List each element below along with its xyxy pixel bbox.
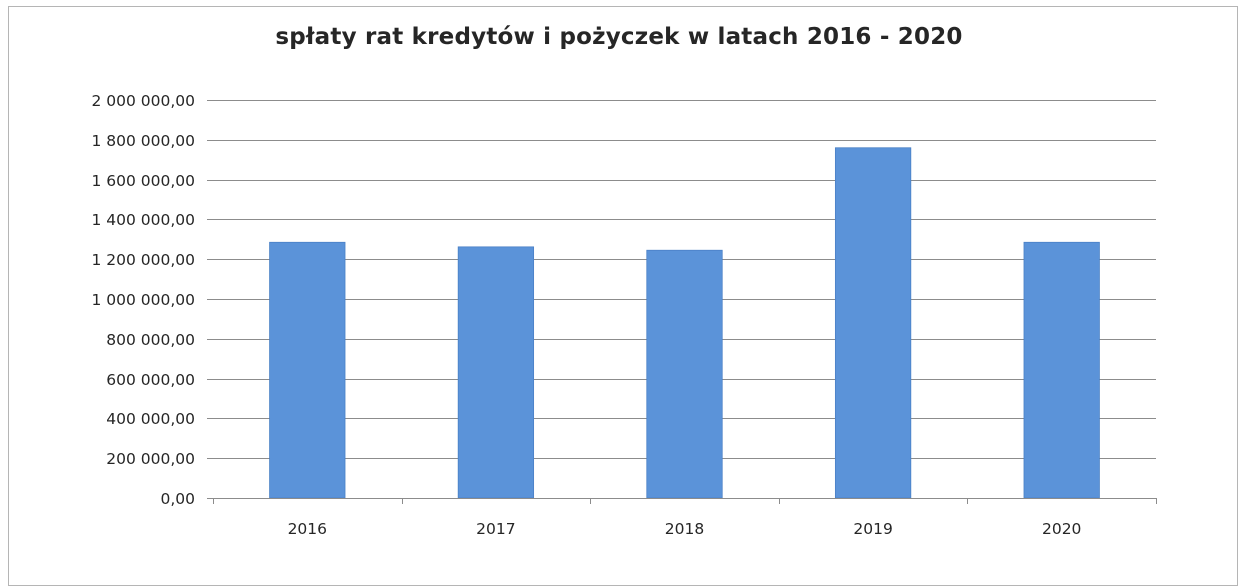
bar-2020 [1023, 241, 1100, 499]
y-tick-label: 600 000,00 [106, 371, 195, 389]
bar-2019 [834, 147, 912, 499]
y-tick-label: 0,00 [160, 490, 195, 508]
x-tick-label: 2018 [665, 520, 704, 538]
y-tick-label: 1 600 000,00 [91, 172, 195, 190]
chart-title: spłaty rat kredytów i pożyczek w latach … [275, 24, 963, 50]
y-tick-label: 1 800 000,00 [91, 132, 195, 150]
y-tick-label: 800 000,00 [106, 331, 195, 349]
y-tick-label: 200 000,00 [106, 450, 195, 468]
bar-2016 [269, 241, 346, 499]
x-tick-label: 2020 [1042, 520, 1081, 538]
bar-2018 [646, 249, 723, 499]
y-tick-label: 1 400 000,00 [91, 211, 195, 229]
axes [207, 100, 1157, 504]
y-tick-label: 1 200 000,00 [91, 251, 195, 269]
y-tick-label: 400 000,00 [106, 410, 195, 428]
y-tick-label: 1 000 000,00 [91, 291, 195, 309]
x-tick-labels: 2016 2017 2018 2019 2020 [288, 520, 1082, 538]
x-tick-label: 2016 [288, 520, 327, 538]
x-tick-label: 2019 [853, 520, 892, 538]
bars [269, 147, 1100, 499]
chart-plot: 0,00 200 000,00 400 000,00 600 000,00 800 00… [91, 92, 1157, 538]
y-tick-label: 2 000 000,00 [91, 92, 195, 110]
bar-2017 [457, 246, 535, 499]
y-tick-labels: 0,00 200 000,00 400 000,00 600 000,00 800 00… [91, 92, 195, 508]
x-tick-label: 2017 [476, 520, 515, 538]
